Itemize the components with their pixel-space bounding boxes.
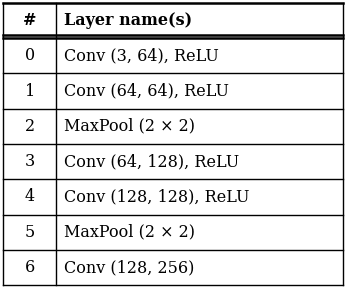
- Text: #: #: [23, 12, 36, 29]
- Text: 1: 1: [25, 83, 35, 100]
- Text: 3: 3: [25, 153, 35, 170]
- Text: Conv (3, 64), ReLU: Conv (3, 64), ReLU: [64, 47, 219, 64]
- Text: 4: 4: [25, 188, 35, 205]
- Text: 5: 5: [25, 224, 35, 241]
- Text: Layer name(s): Layer name(s): [64, 12, 193, 29]
- Text: 2: 2: [25, 118, 35, 135]
- Text: Conv (128, 256): Conv (128, 256): [64, 259, 195, 276]
- Text: 6: 6: [25, 259, 35, 276]
- Text: MaxPool (2 × 2): MaxPool (2 × 2): [64, 118, 195, 135]
- Text: Conv (64, 128), ReLU: Conv (64, 128), ReLU: [64, 153, 240, 170]
- Text: Conv (128, 128), ReLU: Conv (128, 128), ReLU: [64, 188, 250, 205]
- Text: 0: 0: [25, 47, 35, 64]
- Text: Conv (64, 64), ReLU: Conv (64, 64), ReLU: [64, 83, 229, 100]
- Text: MaxPool (2 × 2): MaxPool (2 × 2): [64, 224, 195, 241]
